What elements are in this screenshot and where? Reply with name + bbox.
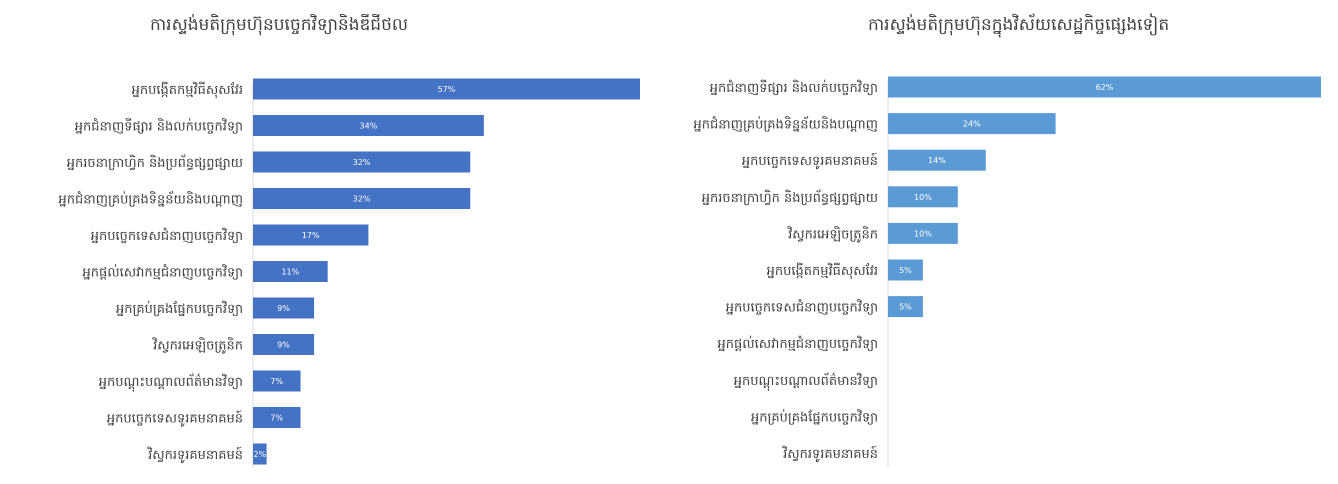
category-label: អ្នករចនាក្រាហ្វិក និងប្រព័ន្ធផ្សព្វផ្សាយ bbox=[67, 154, 243, 171]
bar bbox=[253, 407, 301, 428]
data-label: 7% bbox=[270, 414, 283, 423]
category-label: អ្នកជំនាញគ្រប់គ្រងទិន្នន័យនិងបណ្តាញ bbox=[693, 116, 878, 133]
category-label: អ្នកផ្តល់សេវាកម្មជំនាញបច្ចេកវិទ្យា bbox=[83, 264, 243, 281]
bar bbox=[253, 115, 484, 136]
data-label: 11% bbox=[281, 268, 299, 277]
category-label: អ្នកបច្ចេកទេសជំនាញបច្ចេកវិទ្យា bbox=[91, 227, 243, 244]
category-label: អ្នកផ្តល់សេវាកម្មជំនាញបច្ចេកវិទ្យា bbox=[718, 335, 878, 352]
category-label: អ្នកបច្ចេកទេសជំនាញបច្ចេកវិទ្យា bbox=[726, 299, 878, 316]
data-label: 10% bbox=[914, 229, 932, 238]
category-label: អ្នកបង្កើតកម្មវិធីសុសវែរ bbox=[132, 81, 243, 99]
bar-chart-svg: អ្នកបង្កើតកម្មវិធីសុសវែរ 57% អ្នកជំនាញទីផ្… bbox=[58, 78, 640, 468]
data-label: 9% bbox=[277, 304, 290, 313]
bar bbox=[888, 149, 986, 171]
category-label: អ្នកបច្ចេកទេសទូរគមនាគមន៍ bbox=[107, 410, 243, 428]
bar bbox=[888, 113, 1056, 135]
data-label: 24% bbox=[963, 120, 981, 129]
bar bbox=[253, 443, 267, 465]
data-label: 32% bbox=[353, 195, 371, 204]
chart-title: ការស្ទង់មតិក្រុមហ៊ុនបច្ចេកវិទ្យានិងឌីជីថ… bbox=[150, 15, 409, 35]
category-label: អ្នកគ្រប់គ្រងផ្នែកបច្ចេកវិទ្យា bbox=[751, 408, 878, 425]
data-label: 34% bbox=[360, 122, 378, 131]
data-label: 32% bbox=[353, 158, 371, 167]
data-label: 17% bbox=[302, 231, 320, 240]
category-label: អ្នកគ្រប់គ្រងផ្នែកបច្ចេកវិទ្យា bbox=[116, 300, 243, 317]
category-label: អ្នកបច្ចេកទេសទូរគមនាគមន៍ bbox=[742, 152, 878, 170]
category-label: អ្នកជំនាញគ្រប់គ្រងទិន្នន័យនិងបណ្តាញ bbox=[58, 191, 243, 208]
category-label: វិស្វករទូរគមនាគមន៍ bbox=[782, 445, 878, 463]
category-label: អ្នកជំនាញទីផ្សារ និងលក់បច្ចេកវិទ្យា bbox=[710, 79, 878, 96]
bar bbox=[888, 259, 923, 281]
chart-left: ការស្ទង់មតិក្រុមហ៊ុនបច្ចេកវិទ្យានិងឌីជីថ… bbox=[0, 0, 660, 484]
bar bbox=[253, 151, 471, 173]
data-label: 7% bbox=[270, 377, 283, 386]
category-label: វិស្វករអេឡិចត្រូនិក bbox=[152, 337, 243, 355]
data-label: 10% bbox=[914, 193, 932, 202]
category-label: វិស្វករទូរគមនាគមន៍ bbox=[147, 446, 243, 464]
category-label: អ្នកជំនាញទីផ្សារ និងលក់បច្ចេកវិទ្យា bbox=[75, 118, 243, 135]
category-label: អ្នកបង្កើតកម្មវិធីសុសវែរ bbox=[767, 262, 878, 280]
category-label: អ្នកបណ្តុះបណ្តាលព័ត៌មានវិទ្យា bbox=[734, 372, 878, 391]
chart-right: ការស្ទង់មតិក្រុមហ៊ុនក្នុងវិស័យសេដ្ឋកិច្ច… bbox=[660, 0, 1338, 484]
data-label: 57% bbox=[438, 85, 456, 94]
bar bbox=[253, 334, 315, 355]
bar bbox=[888, 296, 923, 318]
bar bbox=[253, 370, 301, 392]
bar bbox=[888, 186, 958, 208]
data-label: 5% bbox=[899, 266, 912, 275]
bar bbox=[253, 261, 328, 282]
data-label: 2% bbox=[253, 450, 266, 459]
category-label: អ្នកបណ្តុះបណ្តាលព័ត៌មានវិទ្យា bbox=[99, 373, 243, 392]
category-label: វិស្វករអេឡិចត្រូនិក bbox=[787, 225, 878, 243]
bar bbox=[253, 224, 369, 246]
bar bbox=[253, 78, 640, 100]
data-label: 62% bbox=[1096, 83, 1114, 92]
data-label: 5% bbox=[899, 303, 912, 312]
bar bbox=[888, 76, 1321, 98]
bar bbox=[253, 188, 471, 209]
category-label: អ្នករចនាក្រាហ្វិក និងប្រព័ន្ធផ្សព្វផ្សាយ bbox=[702, 189, 878, 206]
data-label: 14% bbox=[928, 156, 946, 165]
bar-chart-svg: អ្នកជំនាញទីផ្សារ និងលក់បច្ចេកវិទ្យា 62% អ្… bbox=[693, 76, 1321, 467]
bar bbox=[888, 222, 958, 244]
data-label: 9% bbox=[277, 341, 290, 350]
bar bbox=[253, 297, 315, 319]
chart-title: ការស្ទង់មតិក្រុមហ៊ុនក្នុងវិស័យសេដ្ឋកិច្ច… bbox=[868, 15, 1170, 35]
